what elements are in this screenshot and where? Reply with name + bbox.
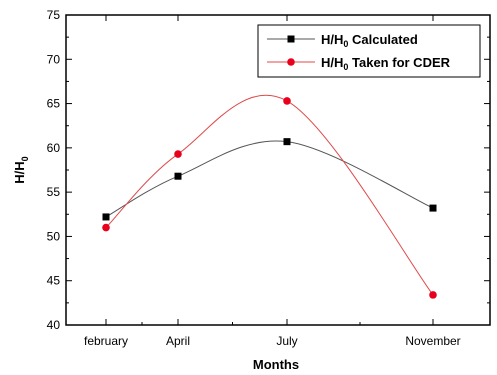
data-point-calculated xyxy=(174,172,182,180)
legend-label-cder-sub: 0 xyxy=(343,62,348,72)
x-axis-title: Months xyxy=(253,357,299,372)
legend-label-calculated-sub: 0 xyxy=(343,39,348,49)
legend-box xyxy=(257,24,481,78)
legend-marker-calculated xyxy=(287,35,295,43)
x-axis-ticks: february April July November xyxy=(84,15,461,348)
data-point-calculated xyxy=(102,213,110,221)
series-line-0 xyxy=(105,140,434,218)
legend-label-calculated: H/H0 Calculated xyxy=(321,32,418,49)
data-point-calculated xyxy=(429,204,437,212)
y-tick-label: 45 xyxy=(47,274,61,288)
y-tick-label: 70 xyxy=(47,52,61,66)
data-point-cder xyxy=(283,97,291,105)
x-tick-label: November xyxy=(405,334,460,348)
y-tick-label: 65 xyxy=(47,97,61,111)
y-tick-label: 50 xyxy=(47,229,61,243)
legend-label-calculated-main: H/H xyxy=(321,32,343,47)
x-tick-label: July xyxy=(276,334,297,348)
legend-label-cder: H/H0 Taken for CDER xyxy=(321,55,451,72)
series-layer xyxy=(102,94,437,299)
x-tick-label: April xyxy=(166,334,190,348)
y-axis-ticks: 40 45 50 55 60 65 70 75 xyxy=(47,8,490,332)
legend: H/H0 Calculated H/H0 Taken for CDER xyxy=(257,24,481,78)
data-point-cder xyxy=(174,150,182,158)
y-axis-title-main: H/H xyxy=(12,161,27,183)
y-axis-title-sub: 0 xyxy=(20,156,30,161)
legend-label-cder-main: H/H xyxy=(321,55,343,70)
y-tick-label: 40 xyxy=(47,318,61,332)
y-axis-title: H/H0 xyxy=(12,156,30,183)
y-tick-label: 75 xyxy=(47,8,61,22)
legend-label-calculated-rest: Calculated xyxy=(348,32,417,47)
data-point-cder xyxy=(429,291,437,299)
data-point-cder xyxy=(102,223,110,232)
series-line-1 xyxy=(105,94,434,296)
legend-marker-cder xyxy=(287,58,295,66)
legend-label-cder-rest: Taken for CDER xyxy=(348,55,450,70)
y-tick-label: 60 xyxy=(47,141,61,155)
data-point-calculated xyxy=(283,138,291,146)
y-tick-label: 55 xyxy=(47,185,61,199)
x-tick-label: february xyxy=(84,334,128,348)
